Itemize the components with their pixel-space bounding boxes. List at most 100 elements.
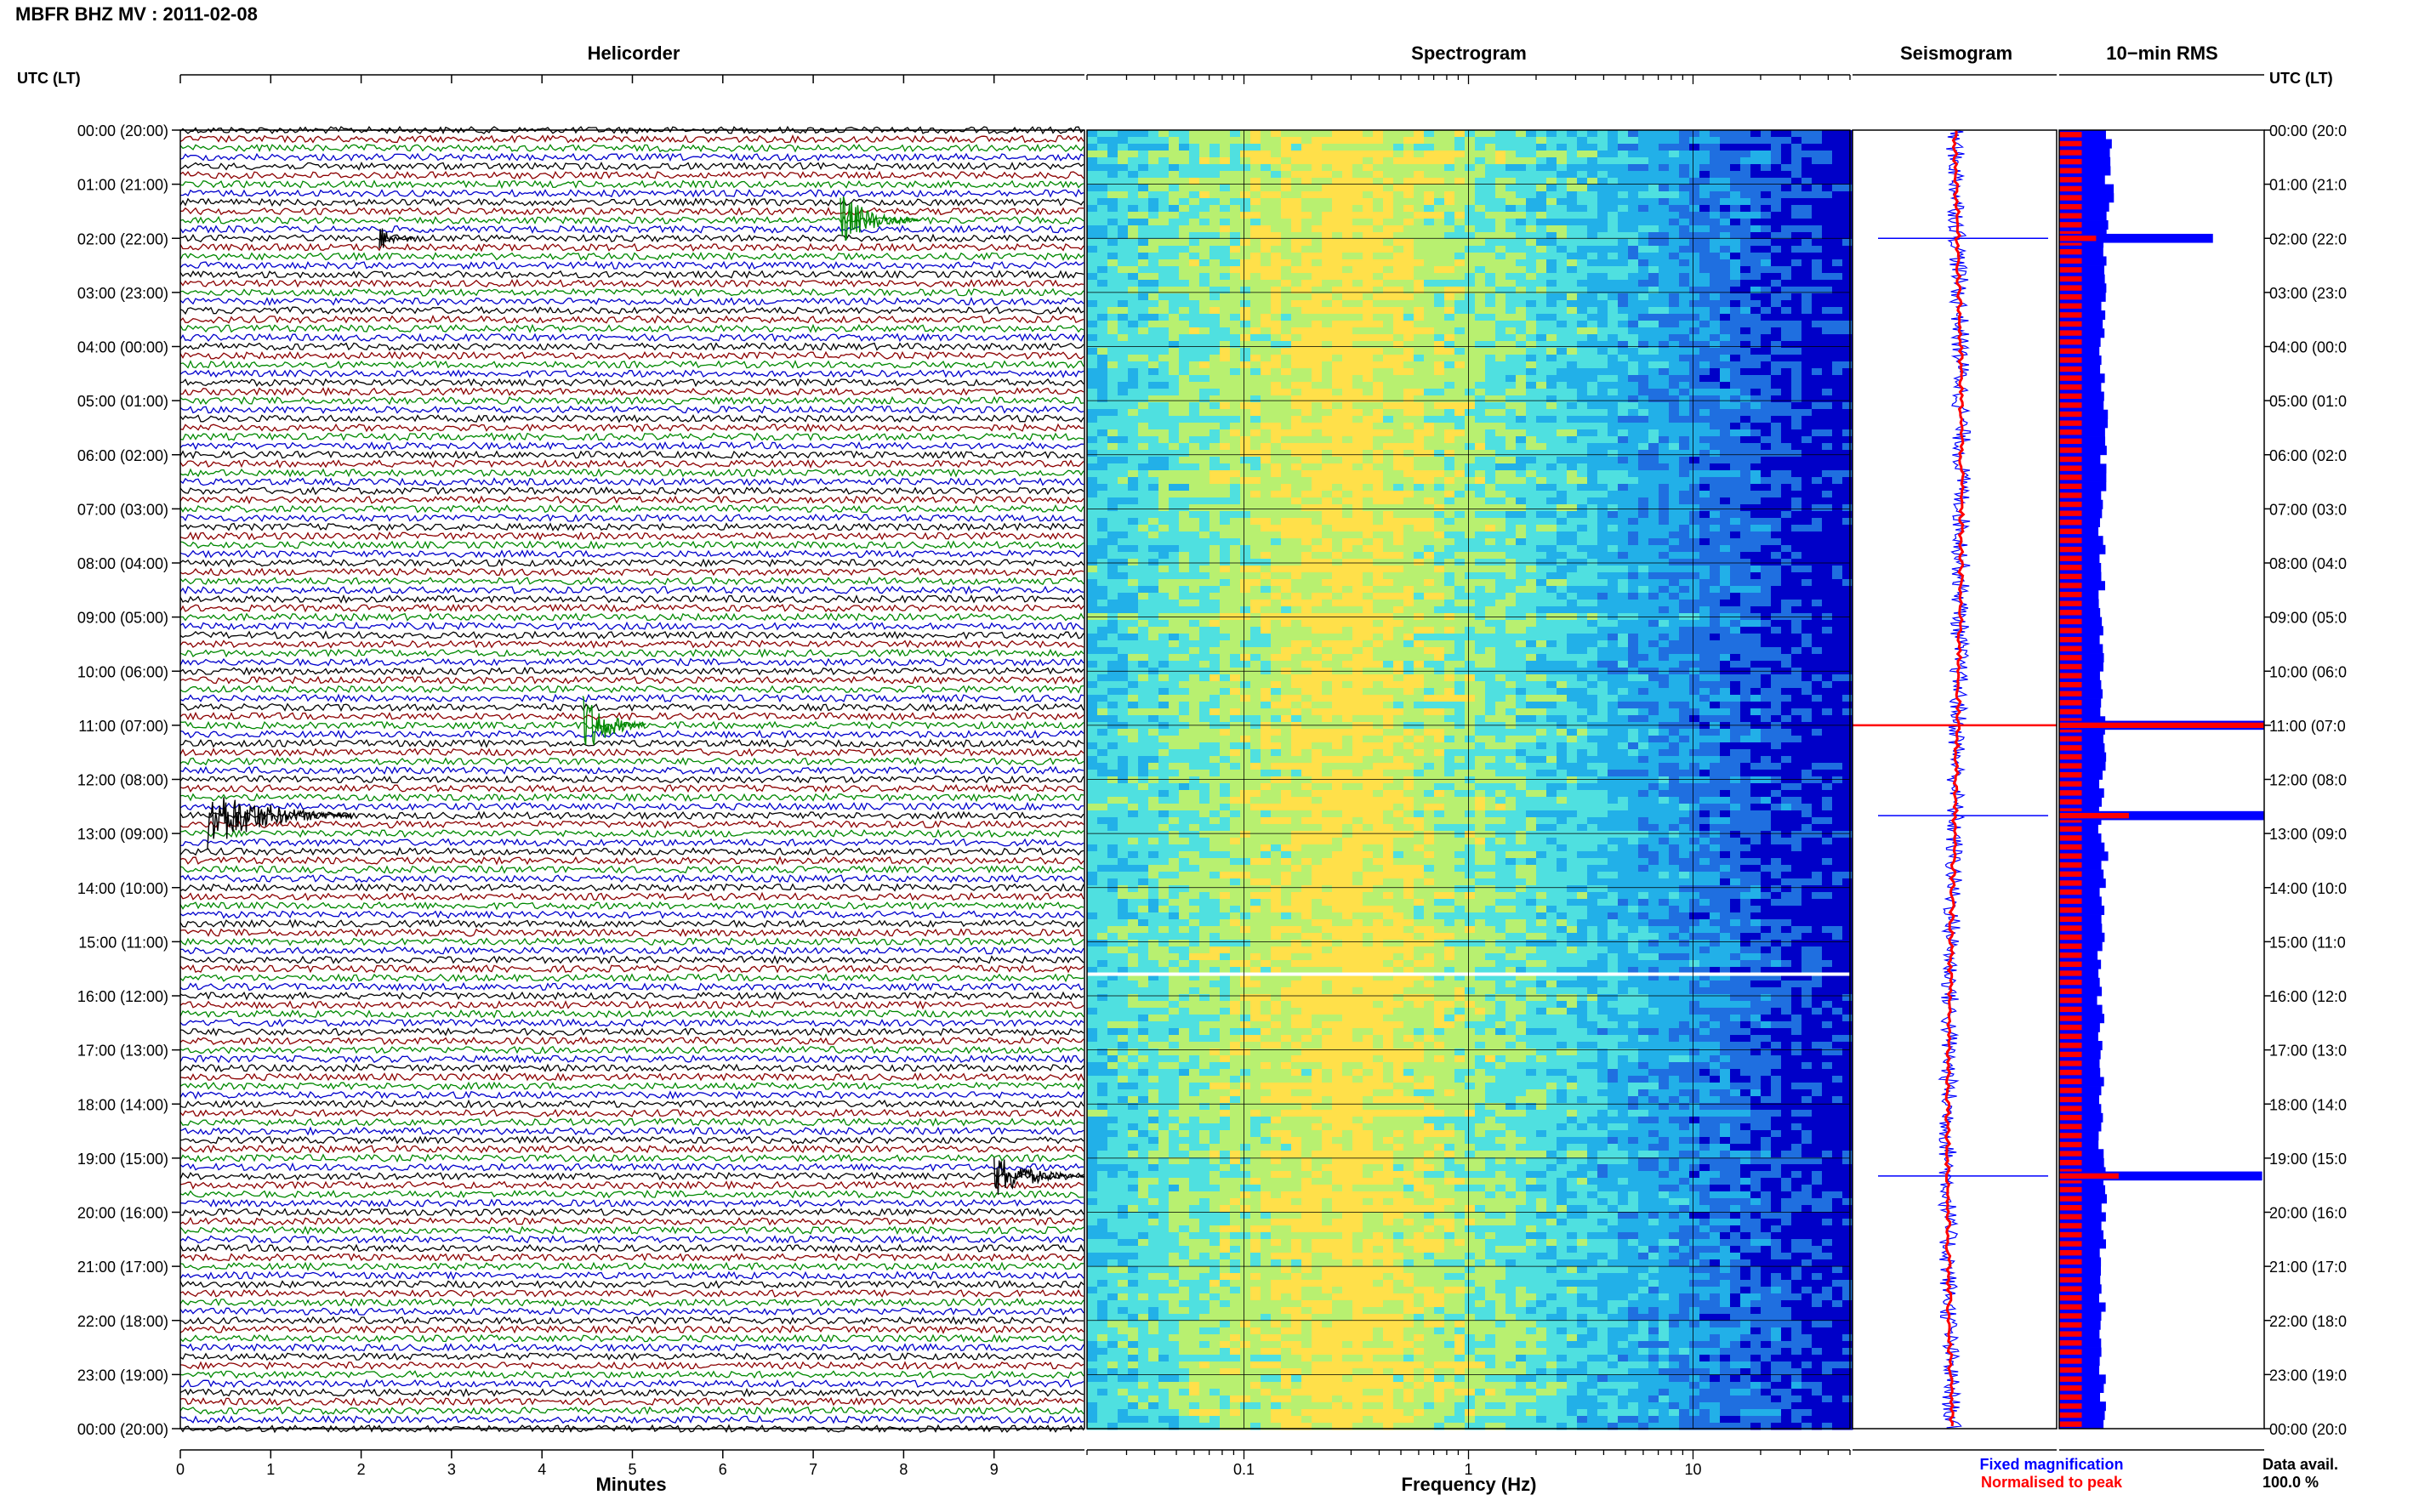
spectrogram-cell (1383, 348, 1394, 355)
spectrogram-cell (1199, 239, 1210, 247)
spectrogram-cell (1801, 375, 1813, 383)
spectrogram-cell (1169, 348, 1180, 355)
spectrogram-cell (1424, 538, 1435, 546)
spectrogram-cell (1332, 423, 1343, 430)
spectrogram-cell (1128, 225, 1139, 233)
spectrogram-cell (1179, 511, 1190, 519)
spectrogram-cell (1832, 151, 1843, 158)
spectrogram-cell (1393, 293, 1404, 301)
spectrogram-cell (1699, 334, 1710, 342)
spectrogram-cell (1414, 212, 1425, 219)
spectrogram-cell (1179, 253, 1190, 260)
spectrogram-cell (1618, 178, 1629, 185)
spectrogram-cell (1761, 511, 1772, 519)
helicorder-trace (179, 378, 1084, 388)
spectrogram-cell (1393, 334, 1404, 342)
spectrogram-cell (1771, 157, 1782, 165)
spectrogram-cell (1710, 368, 1721, 376)
spectrogram-cell (1608, 361, 1619, 369)
spectrogram-cell (1179, 531, 1190, 539)
spectrogram-cell (1720, 137, 1731, 145)
spectrogram-cell (1383, 552, 1394, 560)
spectrogram-cell (1710, 171, 1721, 179)
spectrogram-cell (1730, 375, 1741, 383)
spectrogram-cell (1679, 314, 1690, 321)
spectrogram-cell (1363, 198, 1374, 206)
spectrogram-cell (1730, 280, 1741, 287)
spectrogram-cell (1261, 178, 1272, 185)
spectrogram-cell (1648, 389, 1659, 396)
spectrogram-cell (1567, 219, 1578, 226)
spectrogram-cell (1628, 348, 1639, 355)
spectrogram-cell (1679, 191, 1690, 199)
spectrogram-cell (1628, 293, 1639, 301)
spectrogram-cell (1332, 151, 1343, 158)
spectrogram-cell (1301, 538, 1312, 546)
spectrogram-cell (1740, 409, 1751, 417)
spectrogram-cell (1087, 212, 1098, 219)
spectrogram-cell (1230, 205, 1241, 213)
spectrogram-cell (1118, 307, 1129, 315)
spectrogram-cell (1230, 559, 1241, 566)
spectrogram-cell (1536, 191, 1547, 199)
spectrogram-cell (1485, 185, 1496, 192)
spectrogram-cell (1250, 232, 1261, 240)
spectrogram-cell (1454, 191, 1466, 199)
spectrogram-cell (1679, 423, 1690, 430)
spectrogram-cell (1659, 212, 1670, 219)
spectrogram-cell (1291, 497, 1302, 505)
spectrogram-cell (1465, 559, 1476, 566)
spectrogram-cell (1689, 198, 1700, 206)
spectrogram-cell (1250, 321, 1261, 328)
spectrogram-cell (1322, 382, 1333, 389)
spectrogram-cell (1750, 355, 1762, 362)
spectrogram-cell (1322, 307, 1333, 315)
spectrogram-cell (1291, 504, 1302, 512)
spectrogram-cell (1628, 219, 1639, 226)
spectrogram-cell (1495, 531, 1506, 539)
spectrogram-cell (1169, 219, 1180, 226)
spectrogram-cell (1628, 518, 1639, 526)
spectrogram-cell (1740, 504, 1751, 512)
spectrogram-cell (1352, 470, 1363, 478)
spectrogram-cell (1546, 246, 1557, 253)
spectrogram-cell (1107, 348, 1118, 355)
spectrogram-cell (1659, 518, 1670, 526)
spectrogram-cell (1577, 491, 1588, 498)
spectrogram-cell (1771, 273, 1782, 281)
spectrogram-cell (1332, 389, 1343, 396)
spectrogram-cell (1567, 429, 1578, 437)
spectrogram-cell (1648, 470, 1659, 478)
spectrogram-cell (1730, 300, 1741, 308)
spectrogram-cell (1383, 144, 1394, 151)
spectrogram-cell (1352, 518, 1363, 526)
spectrogram-cell (1220, 300, 1231, 308)
spectrogram-cell (1291, 178, 1302, 185)
spectrogram-cell (1495, 212, 1506, 219)
spectrogram-cell (1240, 511, 1251, 519)
spectrogram-cell (1230, 368, 1241, 376)
spectrogram-cell (1230, 164, 1241, 172)
spectrogram-cell (1107, 491, 1118, 498)
spectrogram-cell (1444, 273, 1455, 281)
spectrogram-cell (1454, 409, 1466, 417)
spectrogram-cell (1454, 538, 1466, 546)
spectrogram-cell (1322, 321, 1333, 328)
spectrogram-cell (1097, 511, 1108, 519)
spectrogram-cell (1383, 443, 1394, 451)
spectrogram-cell (1118, 164, 1129, 172)
spectrogram-cell (1301, 205, 1312, 213)
spectrogram-cell (1475, 457, 1486, 464)
spectrogram-cell (1842, 402, 1853, 410)
spectrogram-cell (1220, 266, 1231, 274)
spectrogram-cell (1812, 130, 1823, 138)
spectrogram-cell (1240, 497, 1251, 505)
spectrogram-cell (1628, 157, 1639, 165)
spectrogram-cell (1332, 185, 1343, 192)
spectrogram-cell (1791, 321, 1802, 328)
spectrogram-cell (1414, 538, 1425, 546)
spectrogram-cell (1363, 307, 1374, 315)
spectrogram-cell (1465, 491, 1476, 498)
spectrogram-cell (1812, 327, 1823, 335)
spectrogram-cell (1791, 246, 1802, 253)
